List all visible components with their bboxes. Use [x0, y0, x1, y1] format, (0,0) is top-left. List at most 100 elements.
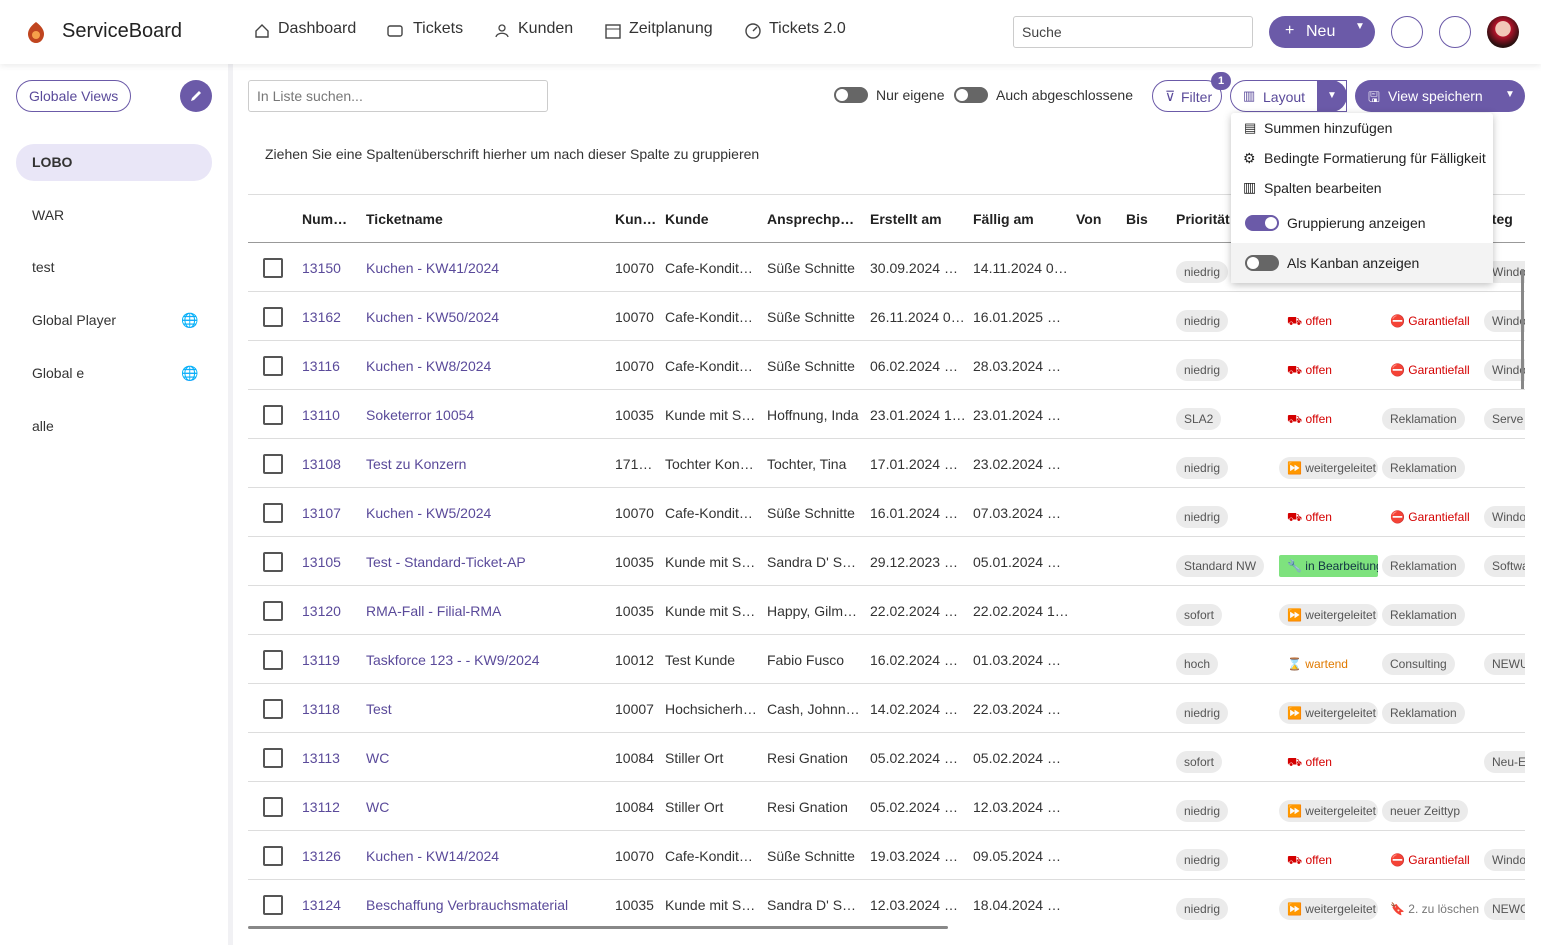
menu-item[interactable]: Spalten bearbeiten	[1264, 180, 1382, 196]
toggle[interactable]	[1245, 215, 1279, 231]
global-views-button[interactable]: Globale Views	[16, 80, 131, 112]
status-chip: ⏩ weitergeleitet	[1279, 898, 1378, 920]
cell[interactable]: 13126	[302, 848, 341, 864]
view-item[interactable]: alle	[32, 417, 54, 434]
cell: Tochter, Tina	[767, 456, 847, 472]
row-checkbox[interactable]	[263, 601, 283, 621]
list-search[interactable]: In Liste suchen...	[248, 80, 548, 112]
cell[interactable]: Test zu Konzern	[366, 456, 467, 472]
row-checkbox[interactable]	[263, 895, 283, 915]
cell[interactable]: Kuchen - KW5/2024	[366, 505, 492, 521]
cell[interactable]: WC	[366, 799, 390, 815]
cell[interactable]: 13108	[302, 456, 341, 472]
view-item[interactable]: WAR	[32, 206, 65, 223]
cell[interactable]: 13150	[302, 260, 341, 276]
row-checkbox[interactable]	[263, 552, 283, 572]
timer-button[interactable]	[1391, 16, 1423, 48]
cell[interactable]: Kuchen - KW14/2024	[366, 848, 500, 864]
cell[interactable]: Soketerror 10054	[366, 407, 475, 423]
view-item[interactable]: Global e	[32, 364, 85, 381]
menu-item[interactable]: Bedingte Formatierung für Fälligkeit	[1264, 150, 1486, 166]
cell: 01.03.2024 …	[973, 652, 1061, 668]
column-header[interactable]: Num…	[302, 211, 348, 227]
row-checkbox[interactable]	[263, 307, 283, 327]
cell[interactable]: 13116	[302, 358, 340, 374]
cell[interactable]: Kuchen - KW41/2024	[366, 260, 500, 276]
view-item[interactable]: test	[32, 259, 55, 276]
menu-item[interactable]: Gruppierung anzeigen	[1287, 215, 1426, 231]
avatar[interactable]	[1487, 16, 1519, 48]
edit-button[interactable]	[180, 80, 212, 112]
type-label: Garantiefall	[1408, 363, 1470, 377]
cell[interactable]: 13162	[302, 309, 341, 325]
priority-chip: niedrig	[1176, 849, 1229, 871]
cell[interactable]: WC	[366, 750, 390, 766]
filter-button[interactable]: ⊽ Filter	[1152, 80, 1222, 112]
menu-item[interactable]: Summen hinzufügen	[1264, 120, 1393, 136]
column-header[interactable]: Bis	[1126, 211, 1148, 227]
nav-item[interactable]: Tickets	[413, 20, 464, 37]
type-chip: ⛔ Garantiefall	[1390, 363, 1470, 377]
row-checkbox[interactable]	[263, 454, 283, 474]
row-checkbox[interactable]	[263, 405, 283, 425]
status-label: offen	[1305, 853, 1332, 867]
notifications-button[interactable]	[1439, 16, 1471, 48]
row-checkbox[interactable]	[263, 650, 283, 670]
column-header[interactable]: Priorität	[1176, 211, 1230, 227]
cell[interactable]: 13112	[302, 799, 340, 815]
cell: Resi Gnation	[767, 799, 848, 815]
cell[interactable]: 13105	[302, 554, 341, 570]
nav-item[interactable]: Zeitplanung	[629, 20, 713, 37]
cell: 12.03.2024 …	[870, 897, 958, 913]
layout-dropdown[interactable]: ▼	[1317, 80, 1347, 112]
cell[interactable]: Kuchen - KW8/2024	[366, 358, 492, 374]
cell[interactable]: Taskforce 123 - - KW9/2024	[366, 652, 540, 668]
toggle[interactable]	[954, 87, 988, 103]
column-header[interactable]: Erstellt am	[870, 211, 942, 227]
row-checkbox[interactable]	[263, 356, 283, 376]
toggle[interactable]	[1245, 255, 1279, 271]
column-header[interactable]: Kun…	[615, 211, 657, 227]
column-header[interactable]: Kunde	[665, 211, 709, 227]
cell: 14.02.2024 …	[870, 701, 958, 717]
search-input[interactable]: Suche	[1013, 16, 1253, 48]
row-checkbox[interactable]	[263, 748, 283, 768]
view-item[interactable]: Global Player	[32, 312, 117, 329]
cell[interactable]: 13118	[302, 701, 340, 717]
cell[interactable]: Kuchen - KW50/2024	[366, 309, 500, 325]
row-checkbox[interactable]	[263, 846, 283, 866]
nav-item[interactable]: Tickets 2.0	[769, 20, 846, 37]
cell[interactable]: 13124	[302, 897, 341, 913]
new-button[interactable]: + Neu ▼	[1269, 16, 1375, 48]
cell[interactable]: Test - Standard-Ticket-AP	[366, 554, 526, 570]
view-item[interactable]: LOBO	[32, 154, 73, 170]
save-view-button[interactable]: 🖫 View speichern ▼	[1355, 80, 1525, 112]
nav-icon	[387, 25, 403, 37]
cell[interactable]: 13120	[302, 603, 341, 619]
column-header[interactable]: Von	[1076, 211, 1102, 227]
row-checkbox[interactable]	[263, 503, 283, 523]
column-header[interactable]: Fällig am	[973, 211, 1034, 227]
cell[interactable]: 13110	[302, 407, 340, 423]
cell[interactable]: Beschaffung Verbrauchsmaterial	[366, 897, 569, 913]
type-chip: Reklamation	[1382, 408, 1465, 430]
cell[interactable]: Test	[366, 701, 392, 717]
nav-item[interactable]: Kunden	[518, 20, 574, 37]
cell[interactable]: 13113	[302, 750, 340, 766]
status-chip: ⛟ offen	[1287, 755, 1332, 769]
row-checkbox[interactable]	[263, 699, 283, 719]
menu-item[interactable]: Als Kanban anzeigen	[1287, 255, 1420, 271]
row-checkbox[interactable]	[263, 258, 283, 278]
layout-button[interactable]: ▥ Layout	[1230, 80, 1347, 112]
row-border	[248, 438, 1525, 439]
status-label: offen	[1305, 755, 1332, 769]
cell[interactable]: 13107	[302, 505, 341, 521]
cell[interactable]: RMA-Fall - Filial-RMA	[366, 603, 502, 619]
column-header[interactable]: Ticketname	[366, 211, 443, 227]
toggle[interactable]	[834, 87, 868, 103]
row-checkbox[interactable]	[263, 797, 283, 817]
cell[interactable]: 13119	[302, 652, 340, 668]
nav-item[interactable]: Dashboard	[278, 20, 357, 37]
column-header[interactable]: Ansprechp…	[767, 211, 855, 227]
